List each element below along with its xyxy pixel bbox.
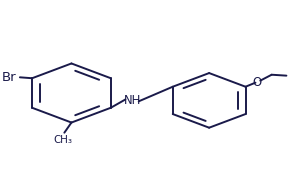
Text: CH₃: CH₃	[53, 135, 73, 145]
Text: Br: Br	[2, 71, 17, 84]
Text: NH: NH	[124, 94, 141, 107]
Text: O: O	[252, 76, 261, 89]
